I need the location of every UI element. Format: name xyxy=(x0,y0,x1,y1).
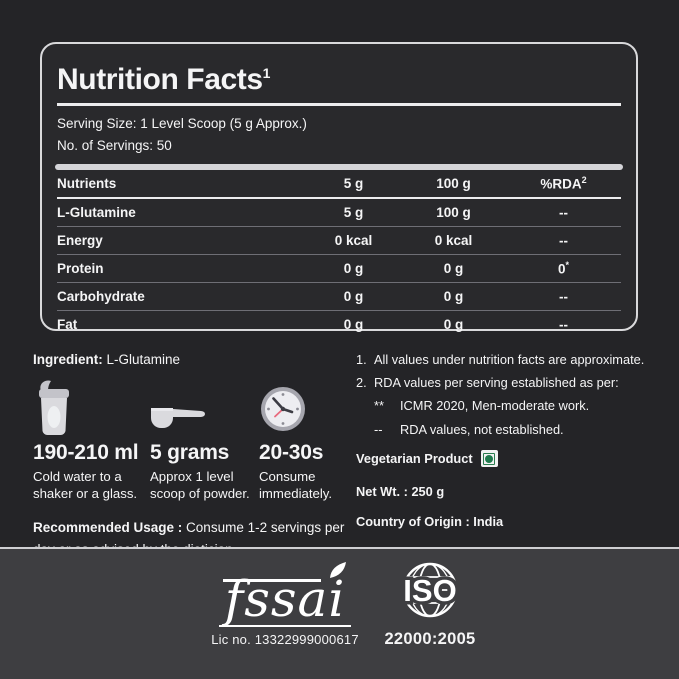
per-serving-value: 0 kcal xyxy=(334,232,373,248)
step-text: Consume immediately. xyxy=(259,469,333,501)
iso-globe-icon: ISO xyxy=(400,562,460,618)
ingredient-label: Ingredient: xyxy=(33,352,103,367)
vegetarian-label: Vegetarian Product xyxy=(356,451,473,466)
nutrient-name: Fat xyxy=(57,316,78,332)
country-of-origin-text: Country of Origin : India xyxy=(356,514,504,529)
fssai-logo: fssai Lic no. 13322999000617 xyxy=(205,562,365,647)
rda-value: -- xyxy=(559,317,568,333)
note-item: -- RDA values, not established. xyxy=(374,422,564,437)
certifications-footer: fssai Lic no. 13322999000617 ISO 22000:2… xyxy=(0,547,679,679)
recommended-usage-label: Recommended Usage : xyxy=(33,520,183,535)
ingredient-value: L-Glutamine xyxy=(102,352,181,367)
nutrient-name: Energy xyxy=(57,232,103,248)
per-100g-value: 0 kcal xyxy=(434,232,473,248)
fssai-bottom-rule xyxy=(218,624,352,627)
title-footnote: 1 xyxy=(262,65,271,81)
iso-wordmark: ISO xyxy=(403,573,456,608)
veg-mark-icon xyxy=(480,450,498,467)
header-per-serving: 5 g xyxy=(343,175,364,191)
notes-section: 1. All values under nutrition facts are … xyxy=(356,352,668,529)
usage-step-water: 190-210 ml Cold water to a shaker or a gl… xyxy=(33,379,150,502)
table-row: L-Glutamine 5 g 100 g -- xyxy=(57,199,621,227)
per-100g-value: 0 g xyxy=(443,316,464,332)
title-divider xyxy=(57,103,621,106)
nutrition-table: Nutrients 5 g 100 g %RDA2 L-Glutamine 5 … xyxy=(57,170,621,338)
scoop-icon xyxy=(151,408,205,428)
usage-steps: 190-210 ml Cold water to a shaker or a gl… xyxy=(33,379,347,502)
nutrient-name: L-Glutamine xyxy=(57,204,136,220)
usage-step-scoop: 5 grams Approx 1 level scoop of powder. xyxy=(150,379,259,502)
per-serving-value: 0 g xyxy=(343,260,364,276)
step-text: Cold water to a shaker or a glass. xyxy=(33,469,138,501)
fssai-top-rule xyxy=(222,579,321,582)
table-row: Energy 0 kcal 0 kcal -- xyxy=(57,227,621,255)
nutrition-facts-panel: Nutrition Facts1 Serving Size: 1 Level S… xyxy=(40,42,638,332)
page-title: Nutrition Facts1 xyxy=(57,58,621,95)
table-row: Carbohydrate 0 g 0 g -- xyxy=(57,283,621,311)
per-serving-value: 0 g xyxy=(343,288,364,304)
header-rda: %RDA2 xyxy=(540,174,587,192)
serving-size-text: Serving Size: 1 Level Scoop (5 g Approx.… xyxy=(57,115,307,131)
page-title-text: Nutrition Facts xyxy=(57,63,263,96)
per-100g-value: 0 g xyxy=(443,260,464,276)
per-serving-value: 5 g xyxy=(343,204,364,220)
nutrient-name: Protein xyxy=(57,260,104,276)
leaf-icon xyxy=(330,562,347,578)
step-heading: 20-30s xyxy=(259,441,324,464)
header-per-100g: 100 g xyxy=(436,175,471,191)
table-top-bar xyxy=(55,163,623,170)
net-weight-text: Net Wt. : 250 g xyxy=(356,484,445,499)
header-nutrients: Nutrients xyxy=(57,175,117,191)
table-row: Protein 0 g 0 g 0* xyxy=(57,255,621,283)
per-100g-value: 0 g xyxy=(443,288,464,304)
usage-step-time: 20-30s Consume immediately. xyxy=(259,379,347,502)
step-heading: 190-210 ml xyxy=(33,441,139,464)
per-serving-value: 0 g xyxy=(343,316,364,332)
shaker-icon xyxy=(39,380,69,436)
nutrient-name: Carbohydrate xyxy=(57,288,145,304)
ingredient-line: Ingredient: L-Glutamine xyxy=(33,352,347,367)
clock-icon xyxy=(261,387,305,431)
step-text: Approx 1 level scoop of powder. xyxy=(150,469,250,501)
iso-logo: ISO 22000:2005 xyxy=(378,561,482,649)
per-100g-value: 100 g xyxy=(436,204,471,220)
iso-standard-text: 22000:2005 xyxy=(384,630,476,648)
table-row: Fat 0 g 0 g -- xyxy=(57,311,621,338)
rda-value: -- xyxy=(559,233,568,249)
rda-value: -- xyxy=(559,289,568,305)
step-heading: 5 grams xyxy=(150,441,230,464)
note-item: ** ICMR 2020, Men-moderate work. xyxy=(374,398,590,413)
vegetarian-row: Vegetarian Product xyxy=(356,450,668,467)
usage-section: Ingredient: L-Glutamine 190-210 ml Cold … xyxy=(33,352,347,561)
fssai-license-text: Lic no. 13322999000617 xyxy=(211,632,359,647)
rda-value: 0* xyxy=(557,259,570,277)
rda-footnote: 2 xyxy=(581,174,587,185)
note-item: 2. RDA values per serving established as… xyxy=(356,375,619,390)
servings-count-text: No. of Servings: 50 xyxy=(57,137,172,153)
rda-value: -- xyxy=(559,205,568,221)
note-item: 1. All values under nutrition facts are … xyxy=(356,352,645,367)
table-header-row: Nutrients 5 g 100 g %RDA2 xyxy=(57,170,621,199)
